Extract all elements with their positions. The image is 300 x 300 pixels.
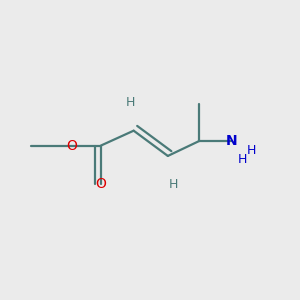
Text: H: H [238,153,247,166]
Text: O: O [66,139,77,152]
Text: H: H [246,143,256,157]
Text: O: O [95,177,106,191]
Text: H: H [126,96,135,109]
Text: H: H [169,178,178,191]
Text: N: N [226,134,238,148]
